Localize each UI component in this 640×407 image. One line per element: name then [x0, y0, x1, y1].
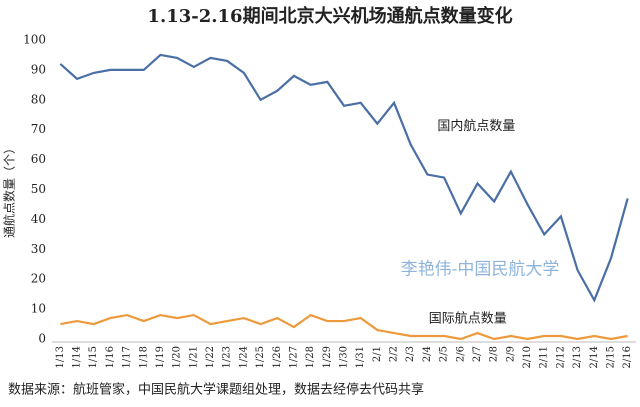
- x-tick-label: 1/22: [205, 346, 216, 368]
- y-tick-label: 70: [31, 122, 46, 136]
- x-tick-label: 1/20: [172, 346, 183, 368]
- x-tick-label: 2/5: [439, 346, 450, 362]
- x-tick-label: 1/27: [288, 346, 299, 368]
- x-tick-label: 1/21: [188, 346, 199, 368]
- x-tick-label: 1/13: [55, 346, 66, 368]
- x-tick-label: 1/23: [222, 346, 233, 368]
- x-tick-label: 2/11: [539, 346, 550, 368]
- x-tick-label: 2/12: [555, 346, 566, 368]
- x-tick-label: 2/10: [522, 346, 533, 368]
- series-label: 国内航点数量: [437, 118, 515, 134]
- x-tick-label: 2/2: [389, 346, 400, 362]
- series-line: [60, 313, 628, 341]
- y-tick-label: 10: [31, 302, 46, 316]
- y-tick-label: 20: [31, 272, 46, 286]
- x-tick-label: 2/13: [572, 346, 583, 368]
- x-tick-label: 1/15: [88, 346, 99, 368]
- x-tick-label: 2/15: [605, 346, 616, 368]
- chart-title: 1.13-2.16期间北京大兴机场通航点数量变化: [147, 5, 512, 27]
- y-axis-label: 通航点数量（个）: [2, 142, 17, 238]
- y-tick-label: 0: [38, 332, 46, 346]
- x-tick-label: 1/14: [72, 346, 83, 368]
- y-tick-label: 90: [31, 62, 46, 76]
- x-tick-label: 1/18: [138, 346, 149, 368]
- x-tick-label: 2/16: [622, 346, 633, 368]
- x-tick-label: 1/16: [105, 346, 116, 368]
- y-tick-label: 30: [31, 242, 46, 256]
- y-tick-label: 80: [31, 92, 46, 106]
- x-tick-label: 2/7: [472, 346, 483, 362]
- x-tick-label: 1/31: [355, 346, 366, 368]
- x-tick-label: 1/19: [155, 346, 166, 368]
- x-tick-label: 1/28: [305, 346, 316, 368]
- series-label: 国际航点数量: [429, 311, 507, 327]
- x-tick-label: 2/4: [422, 346, 433, 362]
- x-tick-label: 2/9: [505, 346, 516, 362]
- x-tick-label: 1/25: [255, 346, 266, 368]
- x-tick-label: 1/30: [339, 346, 350, 368]
- y-tick-label: 60: [31, 152, 46, 166]
- x-tick-label: 1/17: [122, 346, 133, 368]
- y-tick-label: 50: [31, 182, 46, 196]
- x-tick-label: 2/8: [489, 346, 500, 362]
- x-tick-label: 1/29: [322, 346, 333, 368]
- x-tick-label: 1/24: [238, 346, 249, 368]
- x-tick-label: 1/26: [272, 346, 283, 368]
- y-tick-label: 100: [23, 33, 46, 47]
- x-tick-label: 2/1: [372, 346, 383, 362]
- x-tick-label: 2/14: [589, 346, 600, 368]
- source-note: 数据来源：航班管家，中国民航大学课题组处理，数据去经停去代码共享: [8, 382, 424, 398]
- series-line: [59, 53, 629, 303]
- x-tick-label: 2/6: [455, 346, 466, 362]
- x-tick-label: 2/3: [405, 346, 416, 362]
- watermark: 李艳伟-中国民航大学: [401, 260, 560, 280]
- y-tick-label: 40: [31, 212, 46, 226]
